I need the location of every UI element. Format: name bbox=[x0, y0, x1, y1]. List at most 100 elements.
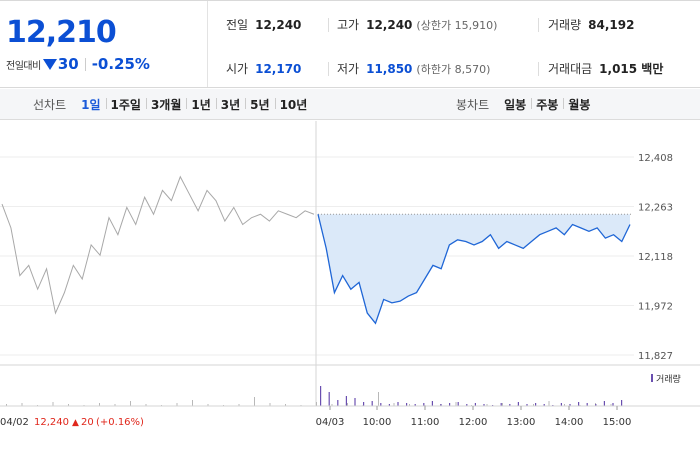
volume-bar bbox=[345, 396, 347, 406]
volume-bar bbox=[176, 403, 178, 406]
volume-bar bbox=[603, 401, 605, 406]
volume-bar bbox=[68, 404, 69, 406]
x-tick-label: 15:00 bbox=[603, 417, 632, 428]
volume-bar bbox=[586, 403, 588, 406]
divider bbox=[538, 62, 539, 76]
quote-summary: 12,210 전일대비 30 -0.25% 전일 12,240 고가 12,24… bbox=[0, 0, 700, 88]
volume-legend-label: 거래량 bbox=[656, 373, 681, 385]
volume-bar bbox=[509, 404, 511, 406]
x-axis-labels: 04/03 10:00 11:00 12:00 13:00 14:00 15:00 bbox=[316, 406, 632, 428]
price-change: 전일대비 30 -0.25% bbox=[6, 55, 150, 73]
volume-bar bbox=[612, 403, 614, 406]
volume-bar bbox=[474, 403, 476, 406]
volume-bar bbox=[526, 404, 528, 406]
candle-chart-tabs: 봉차트 일봉 주봉 월봉 bbox=[456, 89, 595, 120]
y-tick-label: 11,972 bbox=[638, 302, 673, 313]
volume-bars bbox=[6, 386, 623, 406]
tab-1d[interactable]: 1일 bbox=[81, 98, 101, 112]
chart-grid bbox=[0, 156, 634, 356]
volume-bar bbox=[52, 402, 54, 406]
x-tick-label: 12:00 bbox=[459, 417, 488, 428]
tab-daily[interactable]: 일봉 bbox=[504, 98, 527, 112]
volume-bar bbox=[285, 404, 286, 406]
volume-bar bbox=[207, 404, 209, 406]
volume-bar bbox=[440, 404, 442, 406]
volume-bar bbox=[337, 400, 339, 406]
tab-weekly[interactable]: 주봉 bbox=[531, 96, 563, 113]
prev-rate-label: (+0.16%) bbox=[96, 417, 144, 428]
change-rate: -0.25% bbox=[91, 55, 150, 73]
y-tick-label: 12,118 bbox=[638, 252, 673, 263]
divider bbox=[328, 62, 329, 76]
line-chart-tabs: 선차트 1일 1주일 3개월 1년 3년 5년 10년 bbox=[33, 89, 312, 120]
prev-day-price-line bbox=[1, 175, 315, 315]
stat-prev-close: 전일 12,240 bbox=[226, 17, 302, 33]
volume-bar bbox=[269, 403, 271, 406]
volume-bar bbox=[406, 403, 408, 406]
y-tick-label: 11,827 bbox=[638, 351, 673, 362]
volume-bar bbox=[455, 402, 457, 406]
volume-legend-swatch bbox=[651, 374, 653, 382]
volume-bar bbox=[457, 402, 459, 406]
volume-bar bbox=[393, 403, 395, 406]
stat-open: 시가 12,170 bbox=[226, 61, 302, 77]
x-tick-label: 04/03 bbox=[316, 417, 345, 428]
y-tick-label: 12,263 bbox=[638, 203, 673, 214]
tab-monthly[interactable]: 월봉 bbox=[563, 96, 595, 113]
x-tick-label: 14:00 bbox=[555, 417, 584, 428]
volume-bar bbox=[114, 404, 116, 406]
volume-bar bbox=[569, 404, 571, 406]
volume-bar bbox=[388, 404, 390, 406]
volume-bar bbox=[371, 401, 373, 406]
change-label: 전일대비 bbox=[6, 60, 41, 72]
volume-bar bbox=[320, 386, 322, 406]
today-price-line bbox=[317, 214, 631, 325]
volume-bar bbox=[254, 397, 255, 406]
divider bbox=[328, 18, 329, 32]
today-area-fill bbox=[318, 214, 630, 324]
x-tick-label: 10:00 bbox=[363, 417, 392, 428]
volume-bar bbox=[238, 404, 240, 406]
volume-bar bbox=[99, 403, 100, 406]
stat-volume: 거래량 84,192 bbox=[548, 17, 635, 33]
volume-bar bbox=[130, 401, 131, 406]
volume-bar bbox=[466, 404, 468, 406]
tab-10y[interactable]: 10년 bbox=[274, 96, 313, 113]
volume-bar bbox=[595, 404, 597, 406]
tab-3m[interactable]: 3개월 bbox=[145, 96, 186, 113]
volume-bar bbox=[328, 392, 330, 406]
chart-tabs-bar: 선차트 1일 1주일 3개월 1년 3년 5년 10년 봉차트 일봉 주봉 월봉 bbox=[0, 89, 700, 120]
volume-bar bbox=[414, 404, 416, 406]
stat-high: 고가 12,240 (상한가 15,910) bbox=[337, 17, 498, 33]
line-chart-title: 선차트 bbox=[33, 98, 67, 112]
price-box: 12,210 전일대비 30 -0.25% bbox=[0, 1, 208, 87]
volume-bar bbox=[347, 403, 348, 406]
volume-bar bbox=[449, 403, 451, 406]
tab-5y[interactable]: 5년 bbox=[245, 96, 274, 113]
volume-bar bbox=[621, 400, 623, 406]
x-tick-label: 11:00 bbox=[411, 417, 440, 428]
volume-bar bbox=[316, 402, 317, 406]
volume-bar bbox=[380, 403, 382, 406]
divider bbox=[84, 57, 86, 71]
volume-bar bbox=[423, 403, 425, 406]
volume-bar bbox=[560, 403, 562, 406]
candle-chart-title: 봉차트 bbox=[456, 98, 490, 112]
tab-3y[interactable]: 3년 bbox=[215, 96, 245, 113]
volume-bar bbox=[548, 401, 550, 406]
current-price: 12,210 bbox=[6, 15, 117, 50]
volume-bar bbox=[517, 402, 519, 406]
volume-bar bbox=[535, 403, 537, 406]
volume-bar bbox=[145, 404, 147, 406]
change-amount: 30 bbox=[57, 55, 79, 73]
tab-1w[interactable]: 1주일 bbox=[105, 96, 146, 113]
volume-bar bbox=[409, 404, 410, 406]
prev-close-label: 12,240 bbox=[34, 417, 69, 428]
volume-bar bbox=[486, 404, 488, 406]
volume-bar bbox=[363, 402, 365, 406]
up-triangle-icon: ▲ bbox=[72, 418, 79, 428]
volume-bar bbox=[331, 404, 333, 406]
tab-1y[interactable]: 1년 bbox=[186, 96, 215, 113]
volume-bar bbox=[483, 404, 485, 406]
volume-bar bbox=[543, 404, 545, 406]
